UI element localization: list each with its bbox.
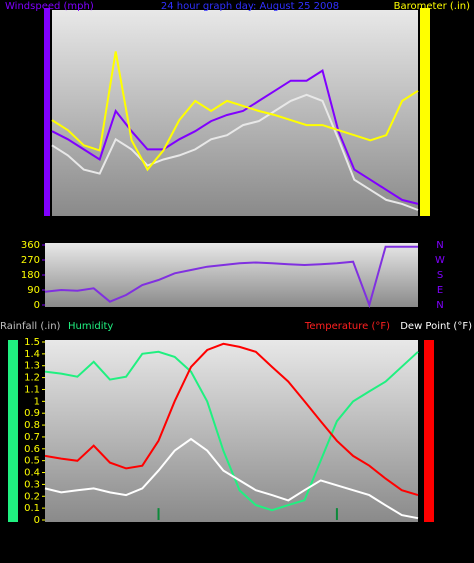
y-label: Windspeed (mph) bbox=[5, 1, 94, 12]
series-line bbox=[51, 93, 419, 211]
tick-label: 1.4 bbox=[24, 349, 40, 360]
legend-dew-point: Dew Point (°F) bbox=[400, 321, 472, 332]
tick-label: 0.8 bbox=[24, 420, 40, 431]
tick-label: 1 bbox=[34, 396, 40, 407]
tick-label: 0.7 bbox=[24, 432, 40, 443]
tick-label: 1.2 bbox=[24, 373, 40, 384]
panel-temperature bbox=[45, 340, 418, 522]
tick-label: 0.6 bbox=[24, 444, 40, 455]
tick-label: 0 bbox=[34, 515, 40, 526]
tick-label: 1.3 bbox=[24, 361, 40, 372]
panel-direction bbox=[45, 243, 418, 307]
tick-label: W bbox=[435, 255, 445, 266]
legend-humidity: Humidity bbox=[68, 321, 113, 332]
tick-label: N bbox=[436, 300, 443, 311]
tick-label: 1.1 bbox=[24, 384, 40, 395]
humidity-bar bbox=[8, 340, 18, 522]
series-line bbox=[44, 245, 418, 309]
tick-label: N bbox=[436, 240, 443, 251]
series-line bbox=[51, 51, 419, 172]
tick-label: 360 bbox=[21, 240, 40, 251]
left-axis-bar bbox=[44, 8, 50, 216]
chart-title: 24 hour graph day: August 25 2008 bbox=[161, 1, 339, 12]
rain-bar bbox=[157, 508, 160, 520]
tick-label: E bbox=[437, 285, 443, 296]
legend-rainfall: Rainfall (.in) bbox=[0, 321, 61, 332]
temperature-bar bbox=[424, 340, 434, 522]
tick-label: 90 bbox=[27, 285, 40, 296]
legend-temperature: Temperature (°F) bbox=[304, 321, 390, 332]
tick-label: 1.5 bbox=[24, 337, 40, 348]
series-line bbox=[44, 437, 419, 520]
tick-label: 0.1 bbox=[24, 503, 40, 514]
rain-bar bbox=[335, 508, 338, 520]
tick-label: S bbox=[437, 270, 443, 281]
tick-label: 270 bbox=[21, 255, 40, 266]
tick-label: 0.2 bbox=[24, 491, 40, 502]
series-line bbox=[51, 69, 419, 205]
tick-label: 180 bbox=[21, 270, 40, 281]
tick-label: 0.9 bbox=[24, 408, 40, 419]
tick-label: 0 bbox=[34, 300, 40, 311]
tick-label: 0.5 bbox=[24, 456, 40, 467]
series-line bbox=[44, 350, 419, 512]
tick-label: 0.3 bbox=[24, 479, 40, 490]
series-line bbox=[44, 342, 419, 497]
tick-label: 0.4 bbox=[24, 468, 40, 479]
y2-label: Barometer (.in) bbox=[394, 1, 470, 12]
right-axis-bar bbox=[420, 8, 430, 216]
